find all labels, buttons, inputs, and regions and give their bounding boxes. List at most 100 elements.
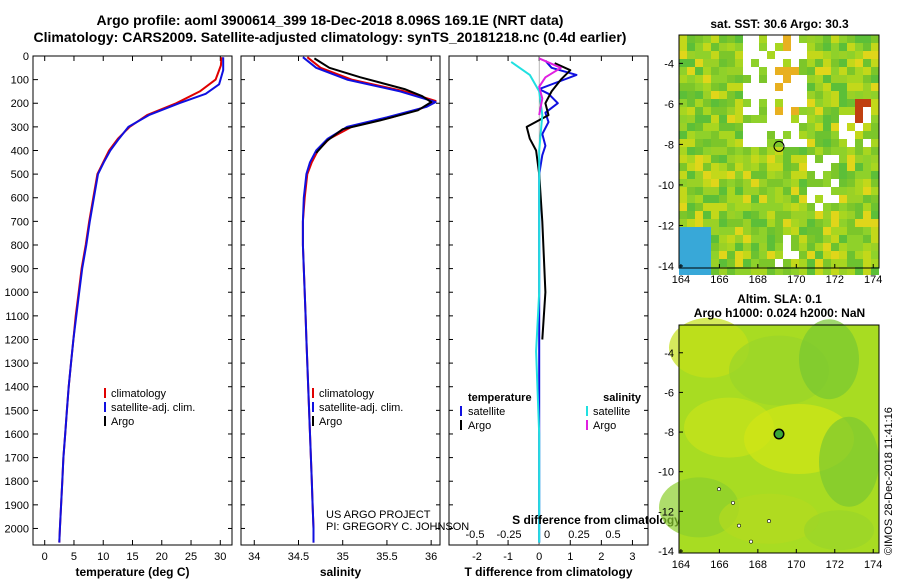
- sst-cell: [815, 211, 823, 219]
- sst-cell: [767, 131, 775, 139]
- sst-cell: [719, 227, 727, 235]
- sst-cell: [767, 43, 775, 51]
- sst-cell: [847, 43, 855, 51]
- sst-cell: [687, 227, 695, 235]
- sst-cell: [751, 115, 759, 123]
- sst-cell: [727, 115, 735, 123]
- sst-cell: [759, 163, 767, 171]
- sst-cell: [695, 243, 703, 251]
- sst-cell: [775, 251, 783, 259]
- sst-cell: [855, 91, 863, 99]
- sst-cell: [703, 171, 711, 179]
- sst-cell: [735, 123, 743, 131]
- sst-cell: [767, 243, 775, 251]
- sst-cell: [743, 251, 751, 259]
- sst-cell: [687, 75, 695, 83]
- sst-cell: [687, 179, 695, 187]
- sst-map-float-marker: [773, 140, 785, 152]
- sst-cell: [839, 171, 847, 179]
- sst-cell: [759, 107, 767, 115]
- sst-cell: [807, 219, 815, 227]
- sst-cell: [679, 227, 687, 235]
- sst-cell: [711, 171, 719, 179]
- sst-cell: [719, 195, 727, 203]
- sla-blob: [719, 493, 819, 544]
- sst-cell: [783, 203, 791, 211]
- sst-cell: [751, 99, 759, 107]
- sst-cell: [679, 75, 687, 83]
- sst-cell: [823, 51, 831, 59]
- sst-cell: [727, 43, 735, 51]
- sst-cell: [679, 131, 687, 139]
- sst-cell: [823, 35, 831, 43]
- x-tick-label: 34: [248, 551, 260, 563]
- sst-cell: [847, 171, 855, 179]
- sla-float-dot: [774, 429, 784, 440]
- sst-cell: [783, 131, 791, 139]
- sst-cell: [759, 115, 767, 123]
- sst-cell: [727, 147, 735, 155]
- sst-cell: [703, 235, 711, 243]
- sst-cell: [719, 267, 727, 275]
- sst-map: [679, 35, 879, 275]
- sst-cell: [863, 115, 871, 123]
- sst-cell: [767, 235, 775, 243]
- sst-cell: [687, 43, 695, 51]
- sst-cell: [687, 83, 695, 91]
- sst-cell: [751, 139, 759, 147]
- sst-cell: [695, 267, 703, 275]
- sst-cell: [863, 211, 871, 219]
- sst-cell: [695, 51, 703, 59]
- sst-cell: [831, 211, 839, 219]
- sst-cell: [839, 155, 847, 163]
- sst-cell: [727, 59, 735, 67]
- lat-tick-label: -10: [658, 467, 674, 479]
- sst-cell: [735, 155, 743, 163]
- sst-cell: [839, 67, 847, 75]
- sst-cell: [823, 83, 831, 91]
- sst-cell: [703, 195, 711, 203]
- sst-cell: [823, 75, 831, 83]
- sst-cell: [679, 251, 687, 259]
- sst-cell: [679, 187, 687, 195]
- sst-cell: [791, 227, 799, 235]
- sst-cell: [871, 123, 879, 131]
- lon-tick-label: 170: [787, 559, 805, 571]
- sst-cell: [743, 51, 751, 59]
- sst-cell: [863, 91, 871, 99]
- sst-map-title: sat. SST: 30.6 Argo: 30.3: [710, 17, 849, 31]
- sst-cell: [735, 107, 743, 115]
- series-line-difference-argo: [538, 57, 562, 116]
- sst-cell: [847, 123, 855, 131]
- sst-cell: [727, 251, 735, 259]
- sst-cell: [703, 107, 711, 115]
- sst-cell: [839, 163, 847, 171]
- sst-cell: [855, 203, 863, 211]
- sst-cell: [831, 251, 839, 259]
- sst-cell: [823, 67, 831, 75]
- sst-cell: [735, 171, 743, 179]
- sst-cell: [711, 235, 719, 243]
- sst-cell: [743, 99, 751, 107]
- credit-project: US ARGO PROJECT: [326, 509, 431, 521]
- sst-cell: [775, 211, 783, 219]
- sst-cell: [751, 195, 759, 203]
- sst-cell: [695, 83, 703, 91]
- sst-cell: [703, 67, 711, 75]
- sst-cell: [751, 147, 759, 155]
- sst-cell: [703, 99, 711, 107]
- sst-cell: [679, 203, 687, 211]
- sst-cell: [735, 75, 743, 83]
- sst-cell: [871, 35, 879, 43]
- sst-cell: [823, 251, 831, 259]
- sst-cell: [703, 211, 711, 219]
- sst-cell: [839, 227, 847, 235]
- sst-cell: [831, 123, 839, 131]
- sst-cell: [823, 123, 831, 131]
- sst-cell: [799, 59, 807, 67]
- sst-cell: [871, 243, 879, 251]
- sst-cell: [719, 99, 727, 107]
- sst-cell: [791, 163, 799, 171]
- sst-cell: [751, 75, 759, 83]
- legend-label: Argo: [319, 416, 342, 428]
